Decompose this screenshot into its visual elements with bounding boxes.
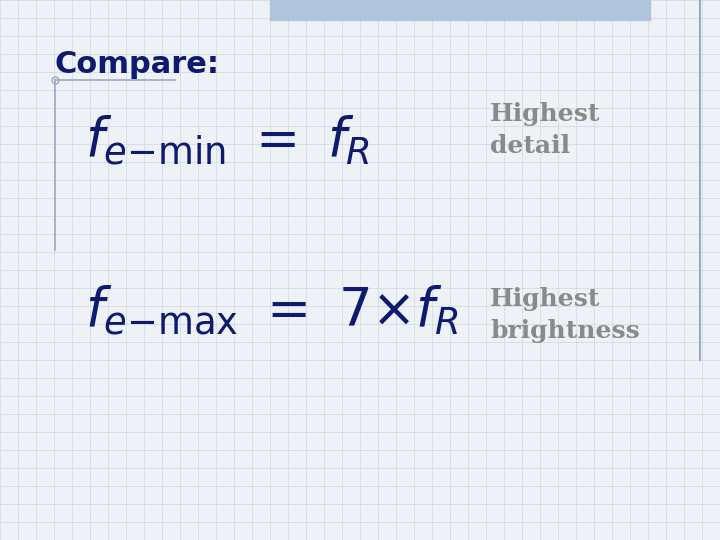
Text: Compare:: Compare: xyxy=(55,50,220,79)
Bar xyxy=(270,0,650,20)
Text: $\mathit{f}_{e\mathrm{-min}}\ =\ \mathit{f}_{R}$: $\mathit{f}_{e\mathrm{-min}}\ =\ \mathit… xyxy=(85,113,370,167)
Text: Highest
detail: Highest detail xyxy=(490,102,600,158)
Text: Highest
brightness: Highest brightness xyxy=(490,287,640,343)
Text: $\mathit{f}_{e\mathrm{-max}}\ =\ 7{\times}\mathit{f}_{R}$: $\mathit{f}_{e\mathrm{-max}}\ =\ 7{\time… xyxy=(85,284,459,336)
